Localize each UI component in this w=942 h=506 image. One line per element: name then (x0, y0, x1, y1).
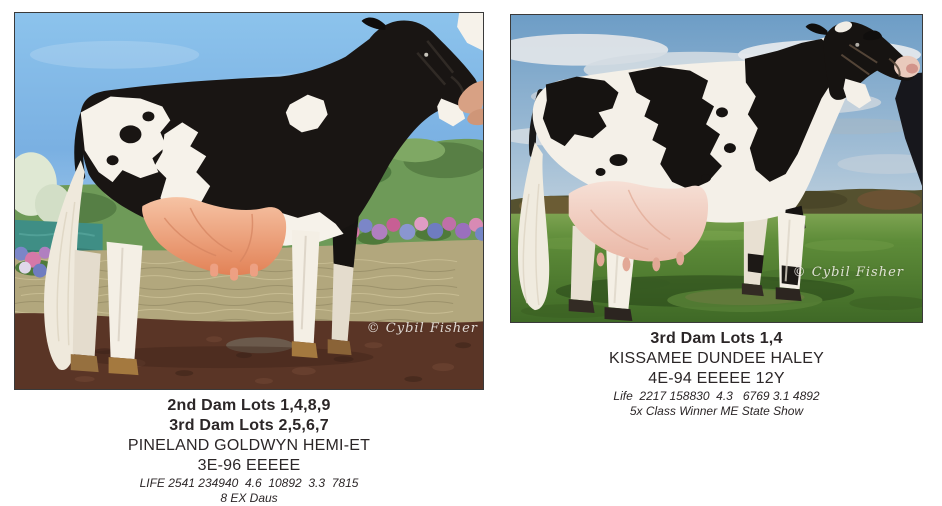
animal-name: KISSAMEE DUNDEE HALEY (609, 350, 824, 367)
cow-photo-left: © Cybil Fisher (14, 12, 484, 390)
handler-silhouette (895, 72, 922, 186)
photographer-watermark: © Cybil Fisher (792, 265, 904, 280)
holstein-cow (517, 21, 921, 322)
cow-udder (568, 181, 709, 272)
holstein-cow (44, 13, 483, 376)
cow-udder (142, 197, 287, 281)
progeny-note: 8 EX Daus (220, 491, 278, 505)
production-record: LIFE 2541 234940 4.6 10892 3.3 7815 (139, 476, 359, 490)
caption-right: 3rd Dam Lots 1,4 KISSAMEE DUNDEE HALEY 4… (510, 329, 923, 419)
cow-rear-near-leg (106, 241, 143, 360)
show-winnings-note: 5x Class Winner ME State Show (629, 404, 804, 418)
cow-front-near-leg (291, 229, 320, 344)
handler-hand (458, 80, 483, 126)
dam-lots-line-2: 3rd Dam Lots 2,5,6,7 (169, 417, 329, 434)
cow-photo-right-image (511, 15, 922, 322)
caption-left: 2nd Dam Lots 1,4,8,9 3rd Dam Lots 2,5,6,… (14, 396, 484, 506)
cow-rear-far-leg (570, 225, 597, 302)
production-record: Life 2217 158830 4.3 6769 3.1 4892 (613, 389, 820, 403)
cow-photo-left-image (15, 13, 483, 389)
cow-head (805, 21, 921, 109)
flower-garland (15, 216, 483, 278)
classification-score: 4E-94 EEEEE 12Y (648, 370, 785, 387)
cow-rear-far-leg (72, 249, 101, 357)
dam-lots-line-1: 2nd Dam Lots 1,4,8,9 (167, 397, 331, 414)
cow-photo-right: © Cybil Fisher (510, 14, 923, 323)
photographer-watermark: © Cybil Fisher (366, 321, 478, 336)
cow-front-far-leg (331, 263, 354, 342)
cow-black-patches (542, 38, 840, 242)
animal-name: PINELAND GOLDWYN HEMI-ET (127, 437, 371, 454)
classification-score: 3E-96 EEEEE (197, 457, 301, 474)
dam-lots-line-1: 3rd Dam Lots 1,4 (650, 330, 783, 347)
